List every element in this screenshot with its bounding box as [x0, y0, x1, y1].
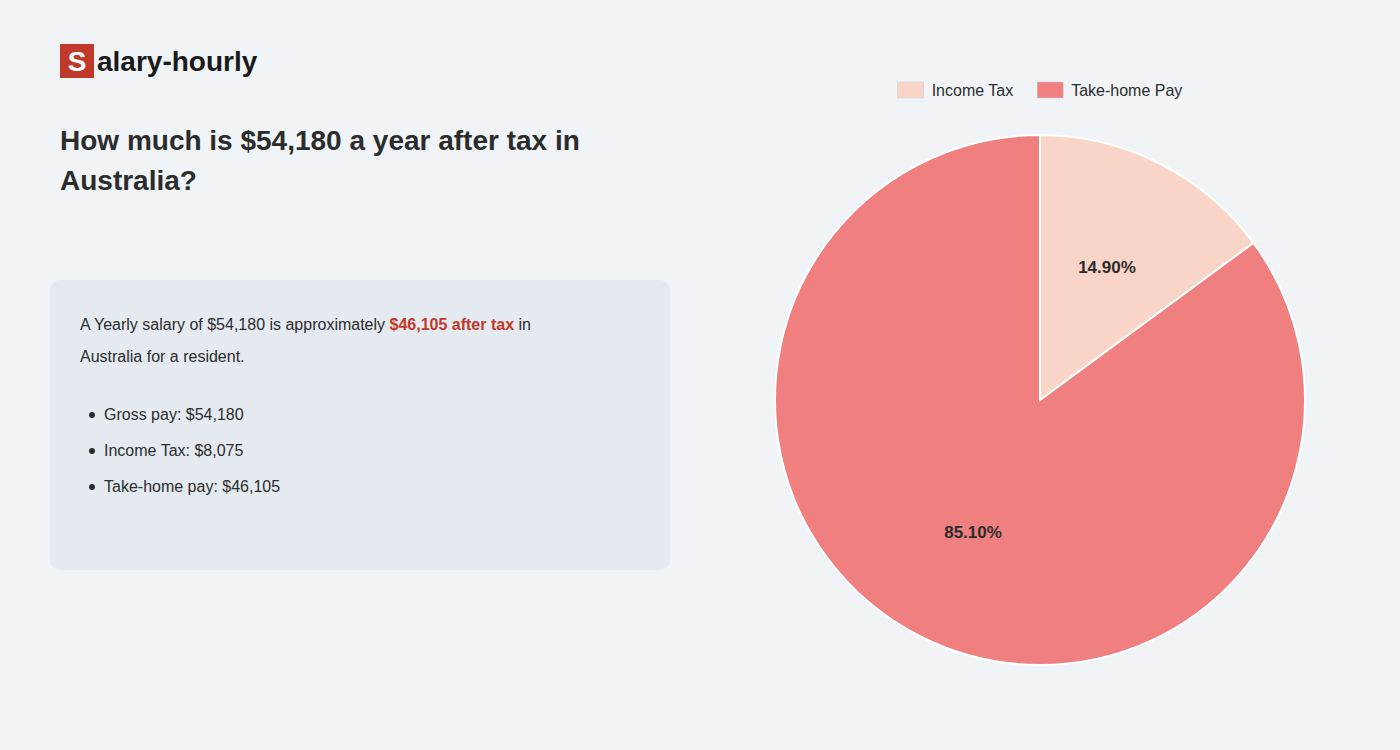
summary-text: A Yearly salary of $54,180 is approximat… — [80, 316, 390, 333]
logo-square — [60, 44, 94, 78]
logo-text: alary-hourly — [97, 46, 258, 77]
pie — [775, 135, 1305, 665]
summary-text: in — [514, 316, 531, 333]
legend-label: Take-home Pay — [1071, 82, 1182, 99]
legend-swatch — [898, 82, 924, 98]
data-labels: 14.90% 85.10% — [944, 258, 1136, 542]
bullet-dot — [89, 448, 95, 454]
bullet-text: Gross pay: $54,180 — [104, 406, 244, 423]
background — [0, 0, 1400, 750]
data-label: 14.90% — [1078, 258, 1136, 277]
logo-letter: S — [68, 46, 87, 77]
pie-slice — [775, 135, 1305, 665]
bullet-text: Take-home pay: $46,105 — [104, 478, 280, 495]
legend-swatch — [1037, 82, 1063, 98]
legend-item: Income Tax — [898, 82, 1014, 99]
legend: Income Tax Take-home Pay — [898, 82, 1183, 99]
bullet-text: Income Tax: $8,075 — [104, 442, 243, 459]
bullet-dot — [89, 412, 95, 418]
data-label: 85.10% — [944, 523, 1002, 542]
info-box — [50, 280, 670, 570]
title: How much is $54,180 a year after tax inA… — [60, 125, 580, 196]
summary-highlight: $46,105 after tax — [390, 316, 515, 333]
legend-item: Take-home Pay — [1037, 82, 1182, 99]
legend-label: Income Tax — [932, 82, 1014, 99]
bullet-dot — [89, 484, 95, 490]
page: Salary-hourly How much is $54,180 a year … — [0, 0, 1400, 750]
summary-line: A Yearly salary of $54,180 is approximat… — [80, 316, 531, 333]
summary-text: Australia for a resident. — [80, 348, 245, 365]
